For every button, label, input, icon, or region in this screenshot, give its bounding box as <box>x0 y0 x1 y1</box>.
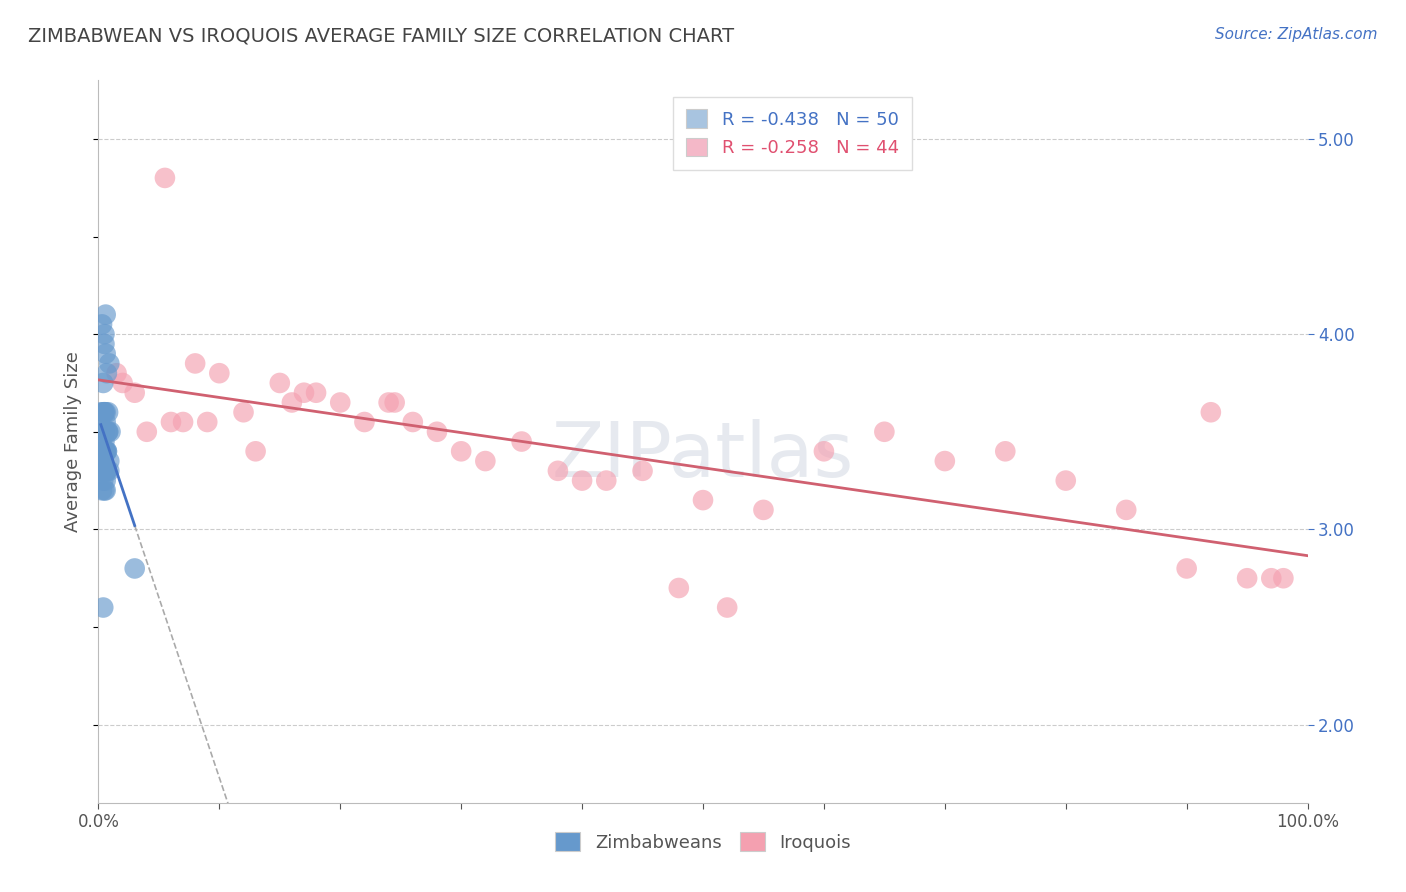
Point <box>934 454 956 468</box>
Point <box>111 376 134 390</box>
Point <box>245 444 267 458</box>
Point <box>97 405 120 419</box>
Point <box>402 415 425 429</box>
Point <box>91 425 114 439</box>
Point <box>269 376 291 390</box>
Point <box>94 444 117 458</box>
Point <box>93 327 115 342</box>
Point <box>208 366 231 380</box>
Point <box>94 308 117 322</box>
Y-axis label: Average Family Size: Average Family Size <box>65 351 83 532</box>
Point <box>305 385 328 400</box>
Point <box>153 170 176 185</box>
Point <box>571 474 593 488</box>
Point <box>96 366 118 380</box>
Point <box>93 483 115 498</box>
Point <box>195 415 218 429</box>
Text: Source: ZipAtlas.com: Source: ZipAtlas.com <box>1215 27 1378 42</box>
Point <box>135 425 157 439</box>
Point <box>384 395 406 409</box>
Point <box>94 474 117 488</box>
Point <box>547 464 569 478</box>
Point <box>91 405 114 419</box>
Point <box>377 395 399 409</box>
Point <box>90 464 112 478</box>
Point <box>98 454 121 468</box>
Point <box>1115 503 1137 517</box>
Point <box>91 454 114 468</box>
Point <box>329 395 352 409</box>
Point <box>1236 571 1258 585</box>
Point <box>91 483 114 498</box>
Point <box>93 444 115 458</box>
Point <box>292 385 315 400</box>
Point <box>98 356 121 370</box>
Point <box>1199 405 1222 419</box>
Point <box>668 581 690 595</box>
Text: ZIPatlas: ZIPatlas <box>551 419 855 493</box>
Point <box>124 385 146 400</box>
Point <box>91 376 114 390</box>
Point <box>160 415 183 429</box>
Point <box>93 425 115 439</box>
Point <box>631 464 654 478</box>
Point <box>450 444 472 458</box>
Point <box>90 405 112 419</box>
Point <box>94 346 117 360</box>
Point <box>1260 571 1282 585</box>
Point <box>93 434 115 449</box>
Text: ZIMBABWEAN VS IROQUOIS AVERAGE FAMILY SIZE CORRELATION CHART: ZIMBABWEAN VS IROQUOIS AVERAGE FAMILY SI… <box>28 27 734 45</box>
Point <box>96 444 118 458</box>
Point <box>1175 561 1198 575</box>
Point <box>93 405 115 419</box>
Point <box>172 415 194 429</box>
Point <box>91 444 114 458</box>
Point <box>94 415 117 429</box>
Point <box>184 356 207 370</box>
Point <box>595 474 617 488</box>
Point <box>91 464 114 478</box>
Point <box>124 561 146 575</box>
Point <box>94 464 117 478</box>
Point <box>97 425 120 439</box>
Point <box>716 600 738 615</box>
Legend: Zimbabweans, Iroquois: Zimbabweans, Iroquois <box>548 825 858 859</box>
Point <box>426 425 449 439</box>
Point <box>96 444 118 458</box>
Point <box>90 444 112 458</box>
Point <box>752 503 775 517</box>
Point <box>94 464 117 478</box>
Point <box>281 395 304 409</box>
Point <box>94 444 117 458</box>
Point <box>93 425 115 439</box>
Point <box>510 434 533 449</box>
Point <box>91 318 114 332</box>
Point <box>353 415 375 429</box>
Point <box>94 483 117 498</box>
Point <box>96 464 118 478</box>
Point <box>98 464 121 478</box>
Point <box>873 425 896 439</box>
Point <box>96 425 118 439</box>
Point <box>96 464 118 478</box>
Point <box>91 474 114 488</box>
Point <box>105 366 128 380</box>
Point <box>94 444 117 458</box>
Point <box>91 600 114 615</box>
Point <box>91 464 114 478</box>
Point <box>91 444 114 458</box>
Point <box>93 405 115 419</box>
Point <box>100 425 122 439</box>
Point <box>692 493 714 508</box>
Point <box>93 337 115 351</box>
Point <box>1272 571 1295 585</box>
Point <box>1054 474 1077 488</box>
Point <box>474 454 496 468</box>
Point <box>232 405 254 419</box>
Point <box>994 444 1017 458</box>
Point <box>97 425 120 439</box>
Point <box>813 444 835 458</box>
Point <box>90 425 112 439</box>
Point <box>94 405 117 419</box>
